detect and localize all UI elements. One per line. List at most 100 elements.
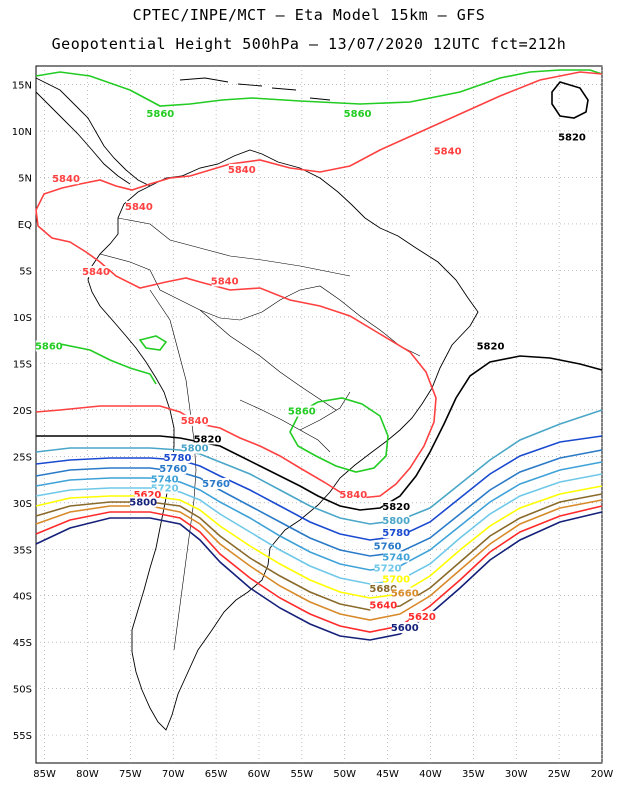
lon-tick-label: 55W	[291, 769, 314, 780]
contour-label-bg	[53, 173, 80, 185]
contours	[35, 69, 603, 641]
contour-label-bg	[383, 573, 410, 585]
lat-tick-label: 45S	[13, 638, 32, 649]
lat-tick-label: 10N	[12, 127, 32, 138]
lon-tick-label: 70W	[162, 769, 185, 780]
contour-label-bg	[408, 610, 435, 622]
contour-label: 5800	[181, 444, 209, 455]
contour-label: 5840	[211, 276, 239, 287]
contour-labels: 5860 5860 5840 5820 5840 5840 5840 5840 5840 5860…	[35, 108, 586, 634]
south-america-coastline	[87, 149, 479, 731]
contour-label-bg	[370, 599, 397, 611]
contour-label: 5760	[159, 464, 187, 475]
contour-label-bg	[203, 477, 230, 489]
contour-label-bg	[130, 496, 157, 508]
contour-label-bg	[288, 405, 315, 417]
contour-label: 5740	[151, 474, 179, 485]
contour-5800	[35, 409, 603, 525]
contour-label-bg	[374, 562, 401, 574]
contour-label: 5700	[382, 575, 410, 586]
contour-label-bg	[383, 527, 410, 539]
country-borders	[99, 217, 421, 651]
lon-tick-label: 45W	[376, 769, 399, 780]
lon-tick-label: 75W	[119, 769, 142, 780]
axis-labels: 85W 80W 75W 70W 65W 60W 55W 50W 45W 40W 35W 30W 25W 2…	[12, 81, 614, 780]
contour-label-bg	[147, 108, 174, 120]
contour-label: 5820	[558, 132, 586, 143]
graticule	[36, 66, 603, 763]
contour-label-bg	[228, 163, 255, 175]
caribbean-islands	[179, 77, 331, 101]
contour-label-bg	[340, 489, 367, 501]
contour-label: 5720	[151, 484, 179, 495]
lat-tick-label: 35S	[13, 545, 32, 556]
contour-label: 5760	[202, 479, 230, 490]
contour-label: 5720	[374, 564, 402, 575]
lat-tick-label: 10S	[13, 313, 32, 324]
lat-tick-label: 30S	[13, 499, 32, 510]
contour-label: 5620	[134, 490, 162, 501]
contour-label-bg	[160, 463, 187, 475]
contour-5740	[35, 461, 603, 571]
lat-tick-label: 55S	[13, 731, 32, 742]
lon-tick-label: 40W	[419, 769, 442, 780]
lon-tick-label: 20W	[591, 769, 614, 780]
contour-5860-small	[138, 335, 168, 351]
contour-label: 5640	[369, 601, 397, 612]
contour-label-bg	[558, 131, 585, 143]
contour-label: 5860	[288, 407, 316, 418]
contour-label-bg	[194, 433, 221, 445]
lat-tick-label: 5N	[18, 174, 32, 185]
contour-label: 5620	[408, 612, 436, 623]
contour-label-bg	[383, 515, 410, 527]
contour-label: 5660	[391, 589, 419, 600]
contour-label: 5820	[382, 502, 410, 513]
contour-label-bg	[391, 587, 418, 599]
lat-tick-label: EQ	[18, 220, 32, 231]
contour-label: 5780	[382, 528, 410, 539]
contour-5840-north	[35, 71, 603, 499]
contour-label-bg	[151, 473, 178, 485]
contour-5640	[35, 505, 603, 633]
contour-label-bg	[383, 501, 410, 513]
contour-label: 5820	[477, 341, 505, 352]
contour-label: 5680	[369, 584, 397, 595]
contour-label-bg	[35, 340, 62, 352]
contour-label-bg	[391, 622, 418, 634]
contour-label: 5760	[374, 541, 402, 552]
contour-label: 5800	[382, 516, 410, 527]
contour-label: 5840	[339, 490, 367, 501]
contour-5600	[35, 511, 603, 641]
lon-tick-label: 25W	[548, 769, 571, 780]
contour-label-bg	[211, 275, 238, 287]
contour-label-bg	[383, 551, 410, 563]
contour-label: 5820	[194, 434, 222, 445]
chart-subtitle: Geopotential Height 500hPa – 13/07/2020 …	[51, 35, 567, 53]
chart-title: CPTEC/INPE/MCT – Eta Model 15km – GFS	[132, 6, 486, 24]
lon-tick-label: 30W	[505, 769, 528, 780]
contour-label: 5860	[344, 109, 372, 120]
contour-label-bg	[344, 108, 371, 120]
contour-label: 5840	[228, 165, 256, 176]
contour-label: 5840	[52, 174, 80, 185]
contour-5860-north	[35, 69, 603, 107]
lat-tick-label: 20S	[13, 406, 32, 417]
contour-5860-closed	[289, 397, 389, 473]
contour-label: 5860	[35, 341, 63, 352]
lon-tick-label: 80W	[76, 769, 99, 780]
map-frame	[35, 65, 603, 764]
lat-tick-label: 15S	[13, 359, 32, 370]
contour-label: 5740	[382, 552, 410, 563]
contour-5760	[35, 449, 603, 557]
contour-label: 5840	[82, 267, 110, 278]
lon-tick-label: 65W	[205, 769, 228, 780]
lat-tick-label: 5S	[19, 266, 32, 277]
contour-label-bg	[83, 266, 110, 278]
contour-label-bg	[181, 442, 208, 454]
contour-5820-closed	[551, 81, 589, 119]
contour-label: 5840	[434, 146, 462, 157]
contour-label: 5840	[125, 202, 153, 213]
lon-tick-label: 50W	[333, 769, 356, 780]
contour-label: 5860	[146, 109, 174, 120]
contour-label: 5800	[129, 498, 157, 509]
